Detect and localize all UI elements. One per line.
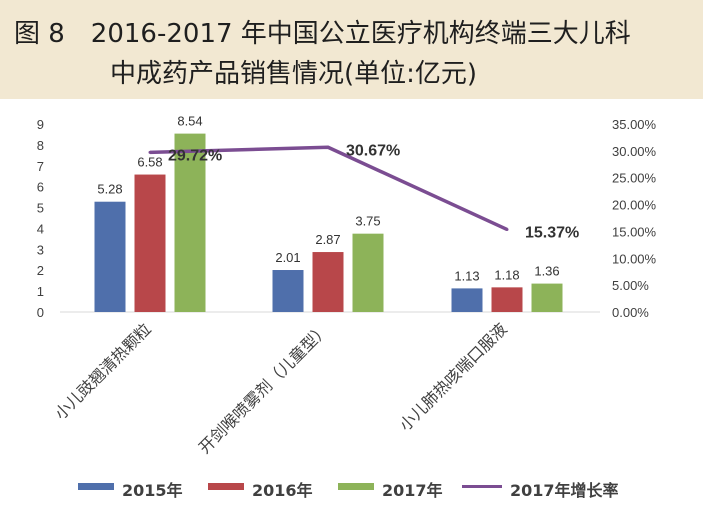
bar-value-label: 1.18 bbox=[494, 267, 519, 282]
combo-chart: 0 1 2 3 4 5 6 7 8 9 0.00% 5.00% 10.00% 15.00% 20.00% 25… bbox=[37, 114, 657, 458]
legend-label: 2016年 bbox=[252, 481, 313, 500]
bar-value-label: 8.54 bbox=[177, 114, 202, 129]
bar bbox=[94, 201, 126, 312]
y-right-tick-label: 30.00% bbox=[612, 144, 657, 159]
y-right-tick-label: 35.00% bbox=[612, 117, 657, 132]
chart-title-line-2: 中成药产品销售情况(单位:亿元) bbox=[110, 59, 478, 89]
bar bbox=[352, 233, 384, 312]
bar-value-label: 3.75 bbox=[355, 214, 380, 229]
y-right-tick-label: 25.00% bbox=[612, 171, 657, 186]
y-left-tick-label: 0 bbox=[37, 305, 44, 320]
y-left-tick-label: 5 bbox=[37, 201, 44, 216]
growth-rate-point bbox=[326, 145, 330, 149]
y-left-tick-label: 2 bbox=[37, 263, 44, 278]
growth-rate-label: 29.72% bbox=[168, 147, 222, 164]
y-right-tick-label: 0.00% bbox=[612, 305, 649, 320]
y-left-tick-label: 7 bbox=[37, 159, 44, 174]
y-left-tick-label: 1 bbox=[37, 284, 44, 299]
legend-label: 2015年 bbox=[122, 481, 183, 500]
bar-value-label: 1.13 bbox=[454, 268, 479, 283]
y-right-tick-label: 5.00% bbox=[612, 278, 649, 293]
bar bbox=[451, 288, 483, 312]
y-left-tick-label: 3 bbox=[37, 242, 44, 257]
y-right-tick-label: 20.00% bbox=[612, 198, 657, 213]
bar-value-label: 5.28 bbox=[97, 182, 122, 197]
bar bbox=[174, 133, 206, 312]
category-label: 小儿肺热咳喘口服液 bbox=[396, 319, 511, 434]
legend-label: 2017年 bbox=[382, 481, 443, 500]
legend-bar-swatch bbox=[338, 483, 374, 490]
bar-value-label: 2.87 bbox=[315, 232, 340, 247]
growth-rate-point bbox=[148, 150, 152, 154]
category-label: 开剑喉喷雾剂（儿童型） bbox=[195, 319, 333, 457]
y-left-tick-label: 9 bbox=[37, 117, 44, 132]
legend-label: 2017年增长率 bbox=[510, 481, 619, 500]
legend-line-swatch bbox=[462, 485, 502, 488]
y-left-tick-label: 6 bbox=[37, 180, 44, 195]
chart-title-line-1: 图 8 2016-2017 年中国公立医疗机构终端三大儿科 bbox=[14, 19, 631, 49]
legend-bar-swatch bbox=[208, 483, 244, 490]
bar bbox=[491, 287, 523, 312]
bar bbox=[134, 174, 166, 312]
bar-value-label: 1.36 bbox=[534, 264, 559, 279]
legend-bar-swatch bbox=[78, 483, 114, 490]
bar bbox=[531, 283, 563, 312]
growth-rate-label: 15.37% bbox=[525, 224, 579, 241]
bar bbox=[312, 252, 344, 312]
bar bbox=[272, 270, 304, 312]
bar-value-label: 6.58 bbox=[137, 155, 162, 170]
y-left-tick-label: 4 bbox=[37, 221, 44, 236]
y-left-tick-label: 8 bbox=[37, 138, 44, 153]
bar-value-label: 2.01 bbox=[275, 250, 300, 265]
category-label: 小儿豉翘清热颗粒 bbox=[51, 319, 155, 423]
y-right-tick-label: 15.00% bbox=[612, 224, 657, 239]
title-band: 图 8 2016-2017 年中国公立医疗机构终端三大儿科 中成药产品销售情况(… bbox=[0, 0, 703, 99]
growth-rate-label: 30.67% bbox=[346, 142, 400, 159]
y-right-tick-label: 10.00% bbox=[612, 251, 657, 266]
growth-rate-point bbox=[505, 227, 509, 231]
